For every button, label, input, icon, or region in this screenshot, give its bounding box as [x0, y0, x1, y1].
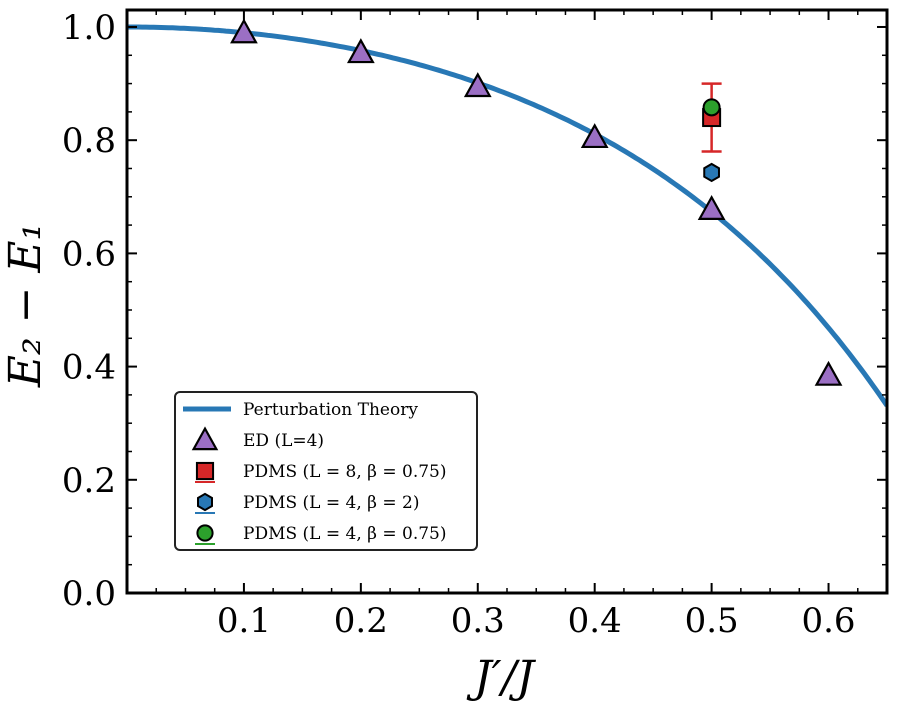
y-tick-label: 1.0 [62, 8, 116, 48]
legend-label: ED (L=4) [243, 431, 324, 451]
series-perturbation-theory-line [127, 24, 887, 408]
legend-marker-triangle [191, 426, 219, 451]
y-tick-label: 0.0 [62, 574, 116, 614]
data-point-triangle [814, 360, 843, 386]
x-tick-label: 0.2 [334, 601, 388, 641]
data-point-triangle [230, 18, 258, 44]
y-tick-label: 0.4 [62, 348, 116, 388]
data-point-triangle [463, 72, 492, 98]
legend-marker-circle [196, 524, 214, 542]
legend-label: PDMS (L = 4, β = 0.75) [243, 524, 447, 544]
legend-label: Perturbation Theory [243, 400, 418, 420]
data-point-circle [702, 98, 721, 117]
x-tick-label: 0.5 [685, 601, 739, 641]
data-point-triangle [580, 123, 609, 149]
y-tick-label: 0.2 [62, 461, 116, 501]
legend-box [174, 391, 478, 551]
legend-marker-hexagon [197, 492, 213, 512]
legend-marker-square [195, 461, 215, 481]
x-tick-label: 0.3 [451, 601, 505, 641]
x-tick-label: 0.1 [217, 601, 271, 641]
x-tick-label: 0.6 [801, 601, 855, 641]
y-axis-label: E₂ − E₁ [0, 223, 51, 388]
y-tick-label: 0.6 [62, 234, 116, 274]
x-tick-label: 0.4 [568, 601, 622, 641]
data-point-hexagon [703, 162, 720, 183]
data-point-triangle [697, 194, 726, 220]
legend-label: PDMS (L = 8, β = 0.75) [243, 462, 447, 482]
x-axis-label: J′/J [466, 652, 536, 703]
legend-label: PDMS (L = 4, β = 2) [243, 493, 419, 513]
data-point-triangle [346, 38, 375, 64]
legend: Perturbation Theory ED (L=4) PDMS (L = 8, … [174, 391, 478, 551]
y-tick-label: 0.8 [62, 121, 116, 161]
